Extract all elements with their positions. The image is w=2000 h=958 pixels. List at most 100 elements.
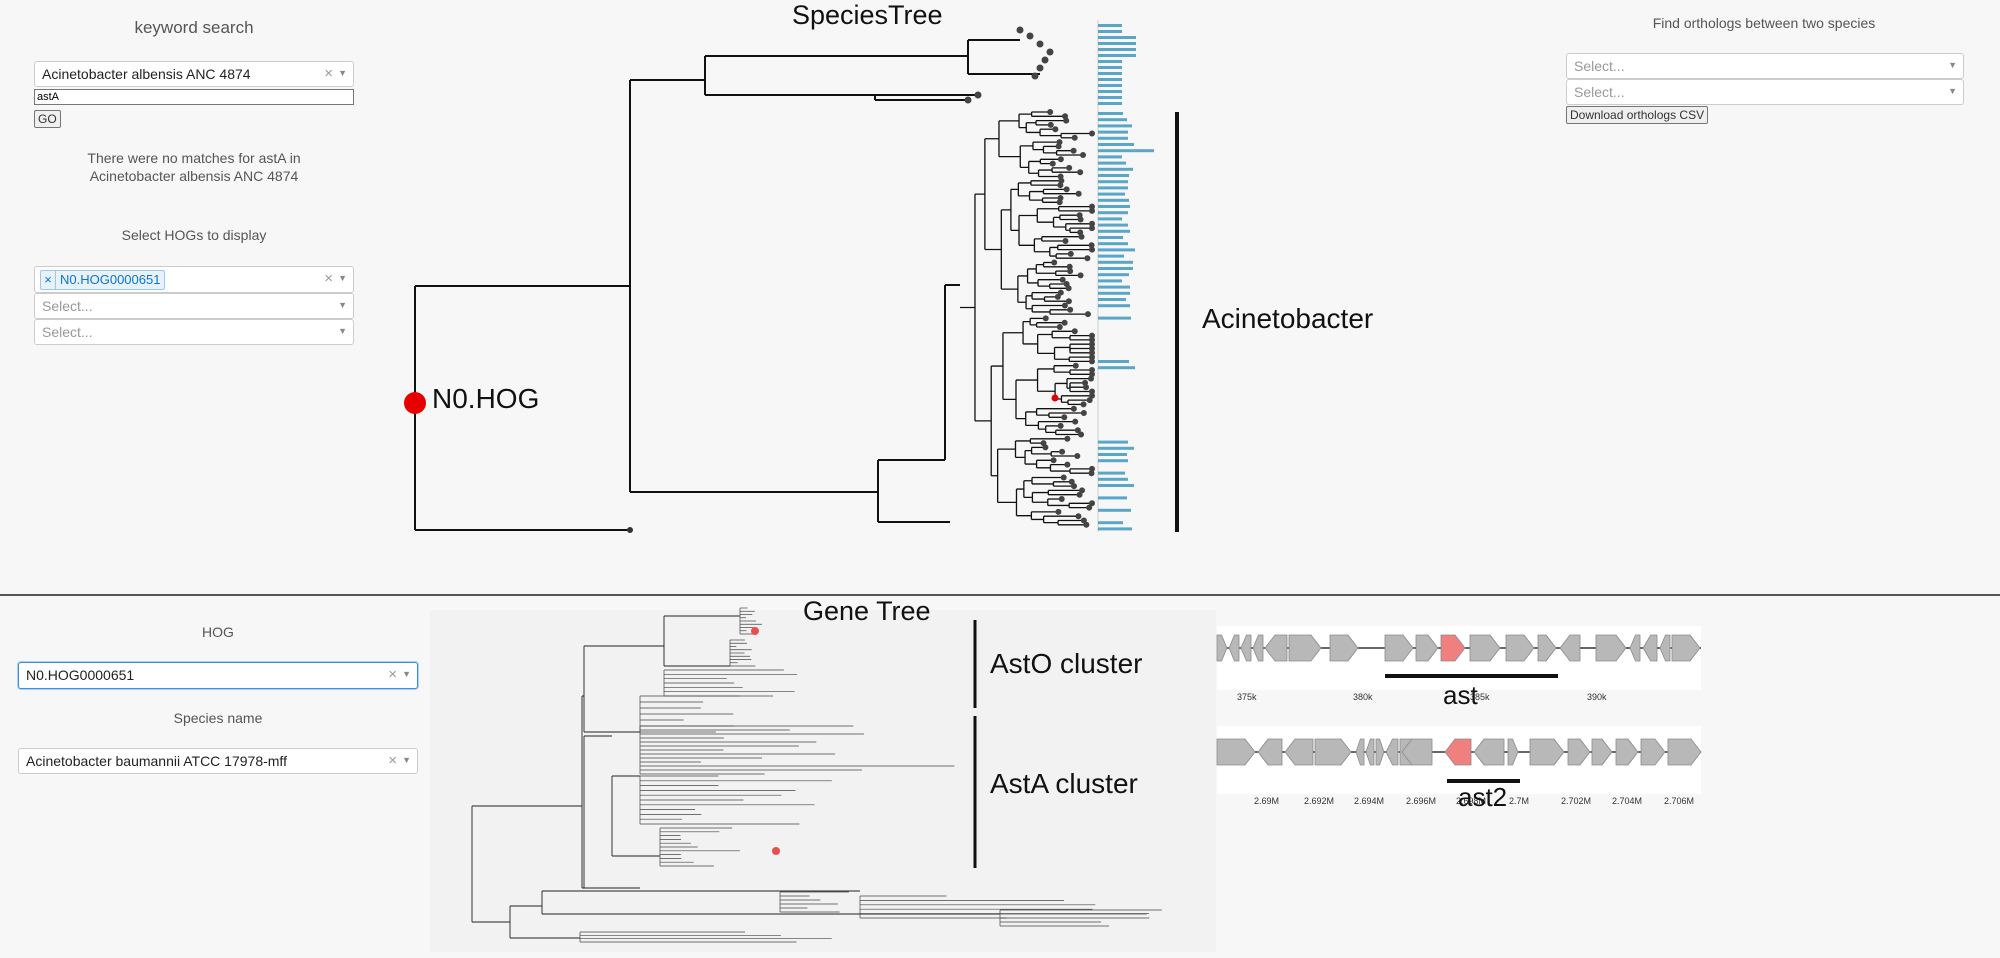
axis-tick-label: 2.696M	[1406, 796, 1436, 806]
highlighted-gene-arrow	[1440, 634, 1466, 662]
chevron-down-icon[interactable]: ▼	[338, 326, 347, 336]
ortholog-species-b-select[interactable]: Select... ▼	[1566, 79, 1964, 105]
species-tip	[1056, 324, 1063, 330]
gene-arrow	[1640, 738, 1666, 766]
gene-arrow	[1629, 634, 1641, 662]
gene-count-bar	[1098, 279, 1122, 283]
species-tip	[1080, 152, 1087, 158]
species-tip	[1086, 504, 1093, 511]
root-node-marker[interactable]	[404, 392, 426, 414]
keyword-search-input[interactable]	[34, 89, 354, 105]
go-button[interactable]: GO	[34, 110, 61, 128]
axis-tick-label: 2.698M	[1456, 796, 1486, 806]
gene-arrow	[1659, 634, 1671, 662]
species-tip	[1042, 444, 1049, 451]
species-select[interactable]: Acinetobacter albensis ANC 4874 × ▼	[34, 61, 354, 87]
gene-arrow	[1314, 738, 1352, 766]
gene-count-bars	[1098, 24, 1154, 531]
gene-count-bar	[1098, 459, 1128, 463]
download-orthologs-button[interactable]: Download orthologs CSV	[1566, 106, 1709, 124]
species-tree-title: SpeciesTree	[792, 0, 943, 30]
gene-arrow	[1355, 738, 1365, 766]
select-hogs-label: Select HOGs to display	[121, 227, 267, 243]
hog-select-3[interactable]: Select... ▼	[34, 319, 354, 345]
gene-count-bar	[1098, 223, 1128, 227]
asto-cluster-label: AstO cluster	[990, 648, 1143, 679]
chevron-down-icon[interactable]: ▼	[402, 669, 411, 679]
axis-tick-label: 2.702M	[1561, 796, 1591, 806]
gene-arrow	[1529, 738, 1565, 766]
species-tip	[1052, 126, 1059, 133]
hog-select[interactable]: N0.HOG0000651 × ▼	[18, 662, 418, 689]
gene-arrow	[1329, 634, 1359, 662]
species-tip	[1057, 289, 1064, 296]
species-tip	[1089, 367, 1095, 373]
clear-icon[interactable]: ×	[388, 752, 397, 769]
hog-tag[interactable]: × N0.HOG0000651	[40, 270, 166, 290]
gene-count-bar	[1098, 298, 1126, 301]
gene-arrow	[1415, 634, 1439, 662]
species-tip	[1072, 362, 1079, 369]
species-tip	[1031, 72, 1039, 80]
chevron-down-icon[interactable]: ▼	[338, 300, 347, 310]
species-tip	[1058, 496, 1065, 502]
gene-arrow	[1473, 738, 1505, 766]
chevron-down-icon[interactable]: ▼	[1948, 60, 1957, 70]
chevron-down-icon[interactable]: ▼	[338, 273, 347, 283]
gene-count-bar	[1098, 508, 1131, 512]
axis-tick-label: 375k	[1237, 692, 1257, 702]
species-tip	[1049, 160, 1056, 167]
gene-count-bar	[1098, 78, 1122, 81]
hog-select-2[interactable]: Select... ▼	[34, 293, 354, 319]
species-name-select-value: Acinetobacter baumannii ATCC 17978-mff	[26, 753, 287, 769]
gene-count-bar	[1098, 217, 1122, 221]
species-tip	[1050, 457, 1057, 464]
species-tip	[1061, 319, 1068, 326]
chevron-down-icon[interactable]: ▼	[1948, 86, 1957, 96]
gene-arrow	[1667, 738, 1702, 766]
remove-tag-icon[interactable]: ×	[41, 271, 56, 289]
gene-tree-title: Gene Tree	[803, 596, 931, 626]
clear-icon[interactable]: ×	[324, 270, 333, 287]
species-tip	[1067, 306, 1074, 313]
gene-count-bar	[1098, 453, 1127, 456]
gene-count-bar	[1098, 496, 1127, 500]
gene-count-bar	[1098, 229, 1130, 233]
species-tip	[1016, 26, 1024, 34]
species-tip	[1089, 388, 1095, 395]
species-select-value: Acinetobacter albensis ANC 4874	[42, 66, 251, 82]
species-tip	[1089, 220, 1095, 227]
species-tip	[1086, 397, 1093, 404]
chevron-down-icon[interactable]: ▼	[402, 755, 411, 765]
gene-count-bar	[1098, 248, 1135, 252]
species-tree-tips	[964, 26, 1095, 528]
gene-track-1	[1216, 634, 1701, 662]
clear-icon[interactable]: ×	[324, 65, 333, 82]
gene-arrow	[1469, 634, 1501, 662]
clear-icon[interactable]: ×	[388, 666, 397, 683]
chevron-down-icon[interactable]: ▼	[338, 68, 347, 78]
species-name-select[interactable]: Acinetobacter baumannii ATCC 17978-mff ×…	[18, 748, 418, 774]
ortholog-species-a-select[interactable]: Select... ▼	[1566, 53, 1964, 79]
axis-tick-label: 2.7M	[1509, 796, 1529, 806]
gene-count-bar	[1098, 60, 1122, 63]
gene-count-bar	[1098, 477, 1128, 481]
gene-count-bar	[1098, 30, 1122, 33]
query-gene-marker[interactable]	[772, 847, 780, 855]
gene-count-bar	[1098, 174, 1129, 177]
hog-select-1[interactable]: × N0.HOG0000651 × ▼	[34, 266, 354, 293]
panel-divider	[0, 594, 2000, 596]
gene-count-bar	[1098, 446, 1134, 450]
species-tip	[1089, 203, 1095, 210]
species-tip	[1071, 328, 1078, 335]
gene-count-bar	[1098, 273, 1129, 277]
gene-count-bar	[1098, 24, 1122, 27]
species-tip	[1054, 293, 1061, 300]
gene-arrow	[1365, 738, 1375, 766]
species-tip	[1074, 427, 1081, 434]
query-gene-marker[interactable]	[751, 627, 759, 635]
species-tip	[1062, 238, 1069, 244]
axis-tick-label: 2.69M	[1254, 796, 1279, 806]
gene-arrow	[1595, 634, 1627, 662]
hog-select-3-placeholder: Select...	[42, 324, 93, 340]
